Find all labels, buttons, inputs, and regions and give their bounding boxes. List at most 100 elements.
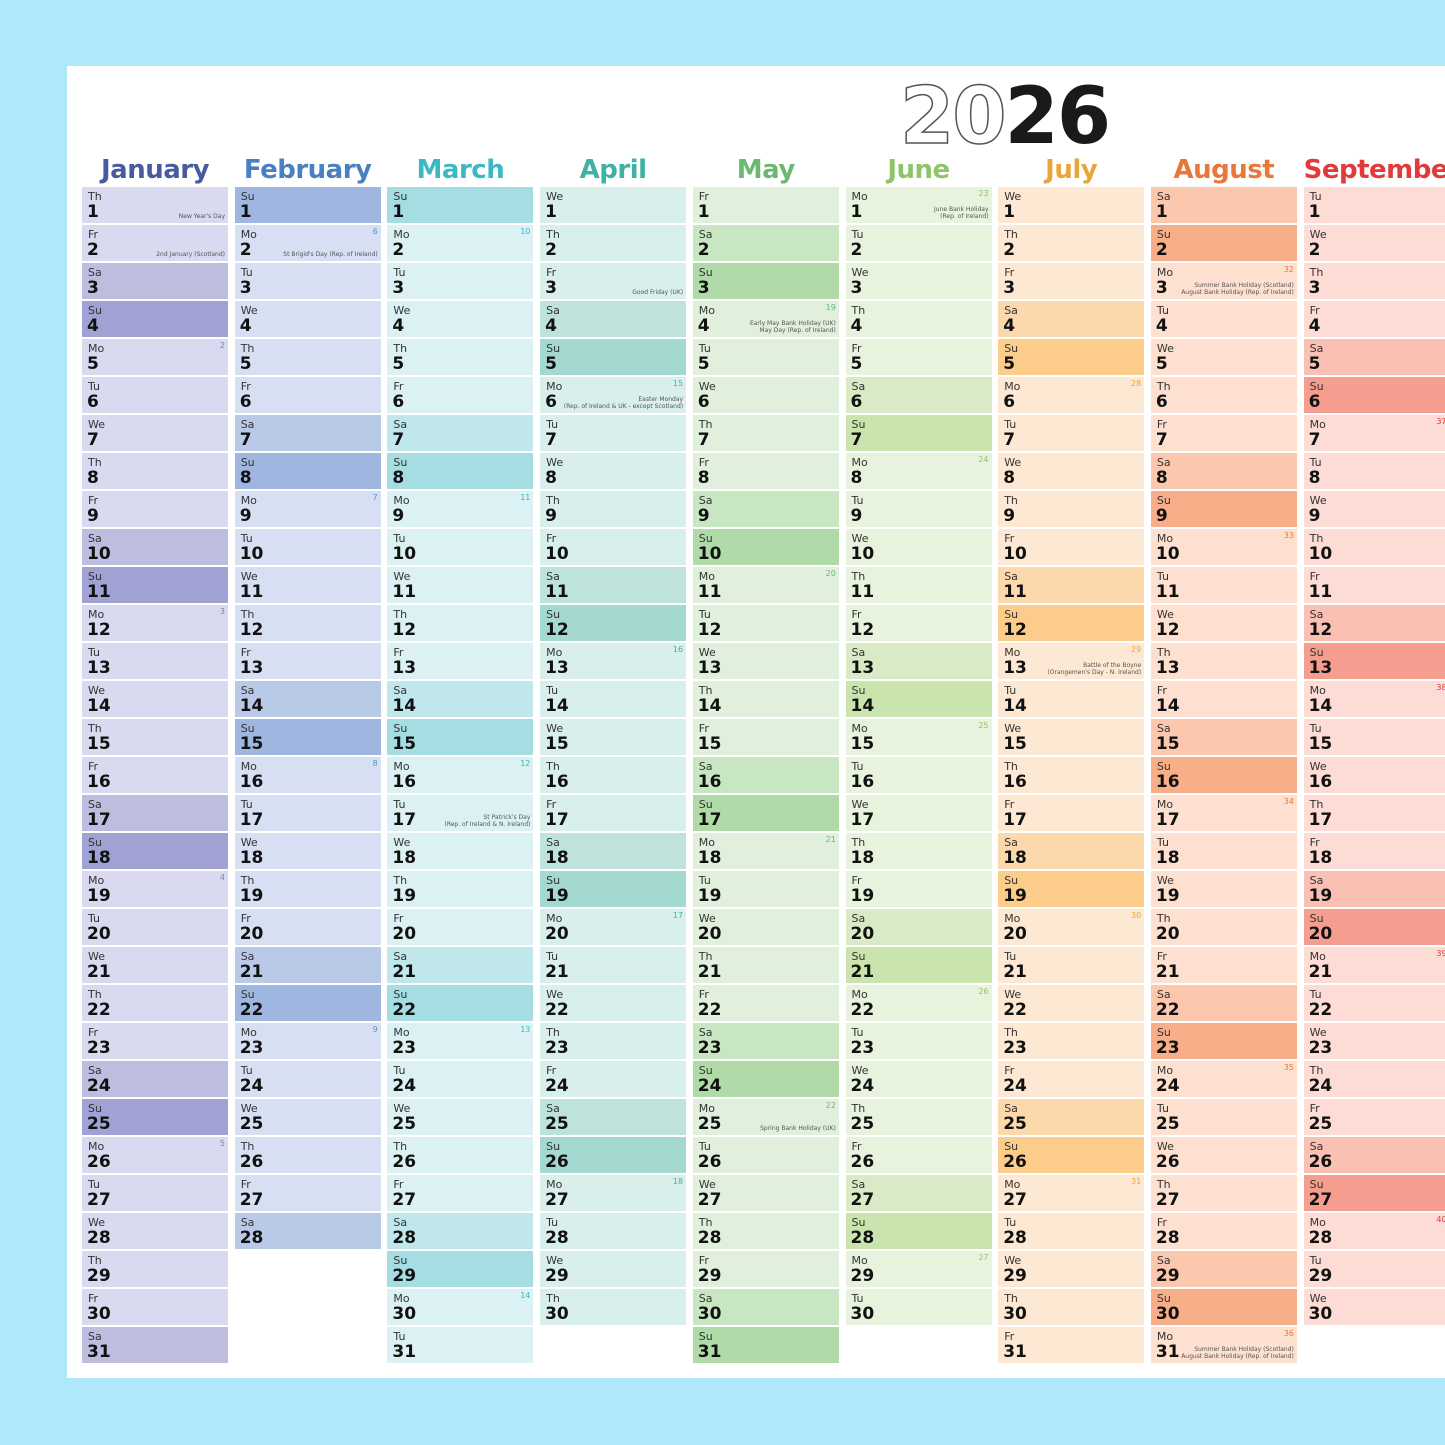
day-cell[interactable]: Tu 22 xyxy=(1303,985,1445,1021)
day-cell[interactable]: Th 18 xyxy=(845,833,992,869)
day-cell[interactable]: We 25 xyxy=(234,1099,381,1135)
day-cell[interactable]: Mo 16 8 xyxy=(234,757,381,793)
day-cell[interactable]: Fr 3 xyxy=(998,263,1145,299)
day-cell[interactable]: Tu 23 xyxy=(845,1023,992,1059)
day-cell[interactable]: Fr 18 xyxy=(1303,833,1445,869)
day-cell[interactable]: Su 16 xyxy=(1150,757,1297,793)
day-cell[interactable]: Tu 17 St Patrick's Day (Rep. of Ireland & … xyxy=(387,795,534,831)
day-cell[interactable]: Fr 16 xyxy=(82,757,228,793)
day-cell[interactable]: Tu 14 xyxy=(998,681,1145,717)
day-cell[interactable]: We 10 xyxy=(845,529,992,565)
day-cell[interactable]: Tu 19 xyxy=(692,871,839,907)
day-cell[interactable]: Su 8 xyxy=(234,453,381,489)
day-cell[interactable]: We 21 xyxy=(82,947,228,983)
day-cell[interactable]: Tu 2 xyxy=(845,225,992,261)
day-cell[interactable]: We 11 xyxy=(234,567,381,603)
day-cell[interactable]: Tu 21 xyxy=(540,947,687,983)
day-cell[interactable]: Su 29 xyxy=(387,1251,534,1287)
day-cell[interactable]: Mo 6 28 xyxy=(998,377,1145,413)
day-cell[interactable]: Mo 17 34 xyxy=(1150,795,1297,831)
day-cell[interactable]: Su 24 xyxy=(692,1061,839,1097)
day-cell[interactable]: Mo 26 5 xyxy=(82,1137,228,1173)
day-cell[interactable]: We 5 xyxy=(1150,339,1297,375)
day-cell[interactable]: Su 7 xyxy=(845,415,992,451)
day-cell[interactable]: Su 13 xyxy=(1303,643,1445,679)
day-cell[interactable]: Su 5 xyxy=(998,339,1145,375)
day-cell[interactable]: Tu 6 xyxy=(82,377,228,413)
day-cell[interactable]: Fr 7 xyxy=(1150,415,1297,451)
day-cell[interactable]: Sa 14 xyxy=(234,681,381,717)
day-cell[interactable]: Tu 15 xyxy=(1303,719,1445,755)
day-cell[interactable]: We 6 xyxy=(692,377,839,413)
day-cell[interactable]: Tu 7 xyxy=(998,415,1145,451)
day-cell[interactable]: Th 23 xyxy=(998,1023,1145,1059)
day-cell[interactable]: Su 5 xyxy=(540,339,687,375)
day-cell[interactable]: Su 26 xyxy=(998,1137,1145,1173)
day-cell[interactable]: Th 2 xyxy=(540,225,687,261)
day-cell[interactable]: Sa 9 xyxy=(692,491,839,527)
day-cell[interactable]: We 18 xyxy=(234,833,381,869)
day-cell[interactable]: Mo 9 7 xyxy=(234,491,381,527)
day-cell[interactable]: Mo 16 12 xyxy=(387,757,534,793)
day-cell[interactable]: Su 23 xyxy=(1150,1023,1297,1059)
day-cell[interactable]: Sa 12 xyxy=(1303,605,1445,641)
day-cell[interactable]: Sa 11 xyxy=(998,567,1145,603)
day-cell[interactable]: We 25 xyxy=(387,1099,534,1135)
day-cell[interactable]: We 2 xyxy=(1303,225,1445,261)
day-cell[interactable]: Mo 13 29 Battle of the Boyne (Orangemen's D… xyxy=(998,643,1145,679)
day-cell[interactable]: Th 19 xyxy=(387,871,534,907)
day-cell[interactable]: Th 15 xyxy=(82,719,228,755)
day-cell[interactable]: Th 26 xyxy=(387,1137,534,1173)
day-cell[interactable]: Tu 20 xyxy=(82,909,228,945)
day-cell[interactable]: Tu 13 xyxy=(82,643,228,679)
day-cell[interactable]: Mo 14 38 xyxy=(1303,681,1445,717)
day-cell[interactable]: We 8 xyxy=(540,453,687,489)
day-cell[interactable]: Mo 13 16 xyxy=(540,643,687,679)
day-cell[interactable]: Sa 21 xyxy=(387,947,534,983)
day-cell[interactable]: Su 30 xyxy=(1150,1289,1297,1325)
day-cell[interactable]: Sa 22 xyxy=(1150,985,1297,1021)
day-cell[interactable]: Su 22 xyxy=(234,985,381,1021)
day-cell[interactable]: Th 12 xyxy=(387,605,534,641)
day-cell[interactable]: Th 21 xyxy=(692,947,839,983)
day-cell[interactable]: Th 22 xyxy=(82,985,228,1021)
day-cell[interactable]: Tu 31 xyxy=(387,1327,534,1363)
day-cell[interactable]: We 17 xyxy=(845,795,992,831)
day-cell[interactable]: Th 25 xyxy=(845,1099,992,1135)
day-cell[interactable]: Mo 6 15 Easter Monday (Rep. of Ireland & UK… xyxy=(540,377,687,413)
day-cell[interactable]: Sa 4 xyxy=(540,301,687,337)
day-cell[interactable]: We 26 xyxy=(1150,1137,1297,1173)
day-cell[interactable]: Fr 27 xyxy=(234,1175,381,1211)
day-cell[interactable]: Th 5 xyxy=(234,339,381,375)
day-cell[interactable]: Su 10 xyxy=(692,529,839,565)
day-cell[interactable]: Fr 12 xyxy=(845,605,992,641)
day-cell[interactable]: Mo 9 11 xyxy=(387,491,534,527)
day-cell[interactable]: Th 16 xyxy=(998,757,1145,793)
day-cell[interactable]: Su 17 xyxy=(692,795,839,831)
day-cell[interactable]: Fr 17 xyxy=(998,795,1145,831)
day-cell[interactable]: Tu 27 xyxy=(82,1175,228,1211)
day-cell[interactable]: Sa 17 xyxy=(82,795,228,831)
day-cell[interactable]: Mo 22 26 xyxy=(845,985,992,1021)
day-cell[interactable]: Th 10 xyxy=(1303,529,1445,565)
day-cell[interactable]: Fr 14 xyxy=(1150,681,1297,717)
day-cell[interactable]: Fr 26 xyxy=(845,1137,992,1173)
day-cell[interactable]: Mo 25 22 Spring Bank Holiday (UK) xyxy=(692,1099,839,1135)
day-cell[interactable]: Mo 31 36 Summer Bank Holiday (Scotland) Aug… xyxy=(1150,1327,1297,1363)
day-cell[interactable]: We 12 xyxy=(1150,605,1297,641)
day-cell[interactable]: We 23 xyxy=(1303,1023,1445,1059)
day-cell[interactable]: We 18 xyxy=(387,833,534,869)
day-cell[interactable]: Fr 10 xyxy=(998,529,1145,565)
day-cell[interactable]: Mo 27 31 xyxy=(998,1175,1145,1211)
day-cell[interactable]: Th 1 New Year's Day xyxy=(82,187,228,223)
day-cell[interactable]: Fr 22 xyxy=(692,985,839,1021)
day-cell[interactable]: Mo 19 4 xyxy=(82,871,228,907)
day-cell[interactable]: Fr 28 xyxy=(1150,1213,1297,1249)
day-cell[interactable]: Sa 27 xyxy=(845,1175,992,1211)
day-cell[interactable]: Th 23 xyxy=(540,1023,687,1059)
day-cell[interactable]: Su 12 xyxy=(998,605,1145,641)
day-cell[interactable]: Fr 9 xyxy=(82,491,228,527)
day-cell[interactable]: We 20 xyxy=(692,909,839,945)
day-cell[interactable]: Su 28 xyxy=(845,1213,992,1249)
day-cell[interactable]: We 15 xyxy=(540,719,687,755)
